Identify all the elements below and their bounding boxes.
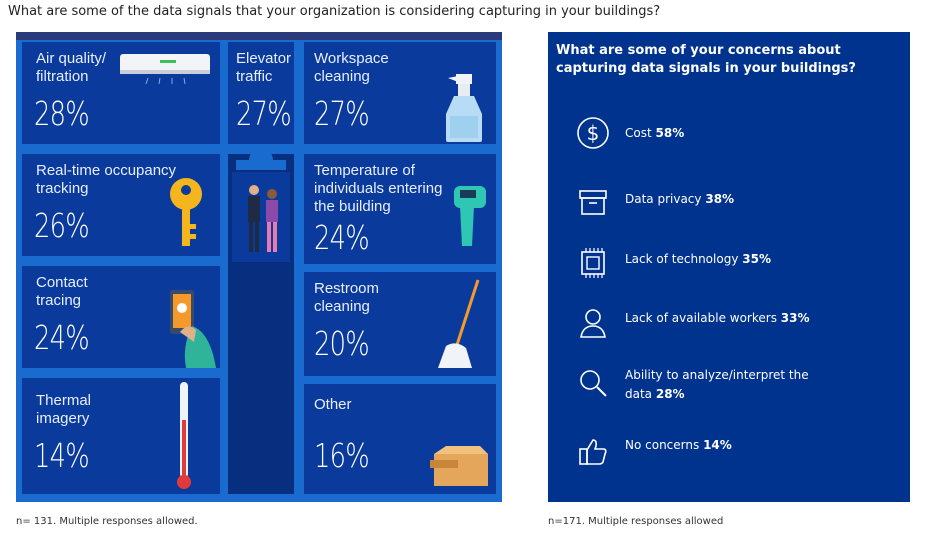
cell-other: Other 16% xyxy=(304,384,496,494)
pct-workspace-cleaning: 27% xyxy=(314,94,370,133)
thumbs-up-icon xyxy=(579,439,607,465)
pct-elevator: 27% xyxy=(236,94,292,133)
chip-icon xyxy=(581,248,605,278)
svg-text:$: $ xyxy=(587,121,600,145)
label-contact-tracing: Contact tracing xyxy=(36,274,88,309)
archive-box-icon xyxy=(579,190,607,215)
label-air-quality: Air quality/ filtration xyxy=(36,50,107,85)
label-workspace-cleaning: Workspace cleaning xyxy=(314,50,389,85)
cell-elevator: Elevator traffic 27% xyxy=(228,42,294,144)
pct-occupancy: 26% xyxy=(34,206,90,245)
elevator-car xyxy=(232,172,290,262)
pct-restroom-cleaning: 20% xyxy=(314,324,370,363)
mop-icon xyxy=(438,279,480,368)
concern-lack-technology-text: Lack of technology 35% xyxy=(625,252,771,266)
key-icon xyxy=(170,178,202,246)
magnifier-icon xyxy=(580,370,607,397)
concerns-panel: What are some of your concerns about cap… xyxy=(548,32,910,502)
pct-air-quality: 28% xyxy=(34,94,90,133)
cell-air-quality: Air quality/ filtration 28% xyxy=(22,42,220,144)
concern-cost-text: Cost 58% xyxy=(625,126,685,140)
building-graphic: Air quality/ filtration 28% Elevator tra… xyxy=(16,32,502,502)
pct-thermal-imagery: 14% xyxy=(34,436,90,475)
elevator-light xyxy=(249,148,273,160)
phone-location-icon xyxy=(170,290,216,368)
air-conditioner-icon xyxy=(120,54,210,85)
left-sample-note: n= 131. Multiple responses allowed. xyxy=(16,516,198,527)
cell-occupancy: Real-time occupancy tracking 26% xyxy=(22,154,220,256)
cell-contact-tracing: Contact tracing 24% xyxy=(22,266,220,368)
cell-temperature: Temperature of individuals entering the … xyxy=(304,154,496,264)
elevator-indicator xyxy=(236,160,286,170)
concern-data-privacy-text: Data privacy 38% xyxy=(625,192,735,206)
spray-bottle-icon xyxy=(446,74,482,142)
label-elevator: Elevator traffic xyxy=(236,50,292,85)
person-icon xyxy=(580,309,606,338)
label-temperature: Temperature of individuals entering the … xyxy=(314,162,443,215)
concern-lack-workers-text: Lack of available workers 33% xyxy=(625,311,810,325)
label-occupancy: Real-time occupancy tracking xyxy=(36,162,177,197)
panel-title: What are some of your concerns about cap… xyxy=(556,43,856,76)
pct-other: 16% xyxy=(314,436,370,475)
cell-thermal-imagery: Thermal imagery 14% xyxy=(22,378,220,494)
label-thermal-imagery: Thermal imagery xyxy=(36,392,92,427)
label-restroom-cleaning: Restroom cleaning xyxy=(314,280,380,315)
cell-workspace-cleaning: Workspace cleaning 27% xyxy=(304,42,496,144)
pct-temperature: 24% xyxy=(314,218,370,257)
survey-question: What are some of the data signals that y… xyxy=(8,4,661,19)
box-icon xyxy=(430,446,488,486)
right-sample-note: n=171. Multiple responses allowed xyxy=(548,516,724,527)
thermometer-gun-icon xyxy=(454,186,486,246)
people-icon xyxy=(248,185,278,252)
building-roof xyxy=(16,32,502,40)
thermometer-icon xyxy=(177,382,191,489)
dollar-icon: $ xyxy=(577,117,609,149)
cell-restroom-cleaning: Restroom cleaning 20% xyxy=(304,272,496,376)
concern-analyze-data-text: Ability to analyze/interpret the data 28% xyxy=(625,368,809,401)
concern-no-concerns-text: No concerns 14% xyxy=(625,438,732,452)
pct-contact-tracing: 24% xyxy=(34,318,90,357)
label-other: Other xyxy=(314,396,352,413)
